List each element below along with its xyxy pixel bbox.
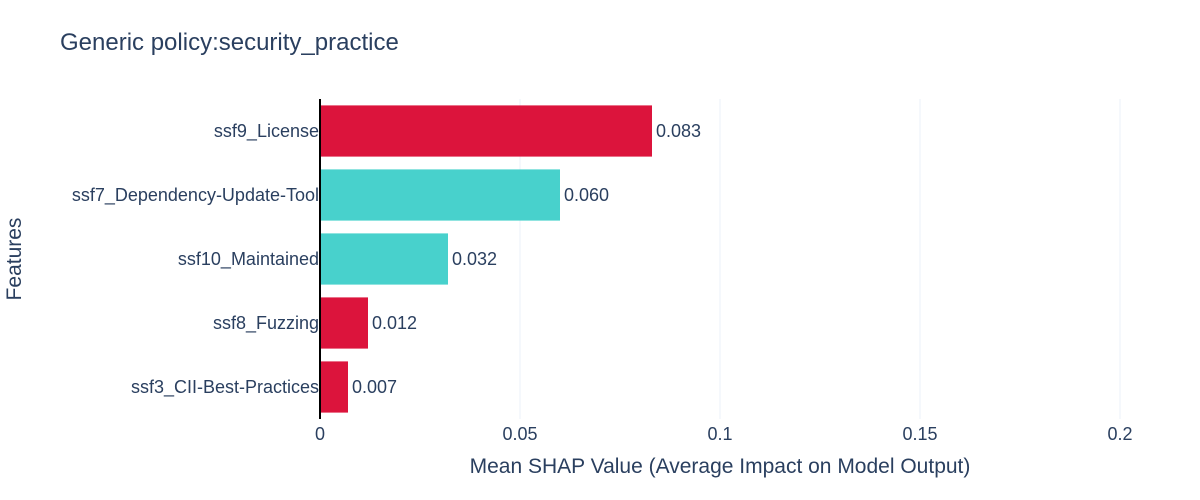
x-tick-label: 0.2 bbox=[1107, 424, 1132, 444]
x-tick-labels: 0 0.05 0.1 0.15 0.2 bbox=[315, 424, 1133, 444]
data-label: 0.012 bbox=[372, 313, 417, 333]
gridlines bbox=[519, 99, 1121, 419]
data-labels: 0.083 0.060 0.032 0.012 0.007 bbox=[352, 121, 701, 397]
bar-ssf9_License bbox=[320, 105, 652, 157]
x-tick-label: 0.05 bbox=[502, 424, 537, 444]
bar-ssf3_CII-Best-Practices bbox=[320, 361, 348, 413]
category-labels: ssf9_License ssf7_Dependency-Update-Tools… bbox=[72, 121, 319, 398]
data-label: 0.060 bbox=[564, 185, 609, 205]
bar-ssf10_Maintained bbox=[320, 233, 448, 285]
data-label: 0.032 bbox=[452, 249, 497, 269]
x-axis-title: Mean SHAP Value (Average Impact on Model… bbox=[470, 455, 971, 478]
category-label: ssf9_License bbox=[214, 121, 319, 142]
x-tick-label: 0 bbox=[315, 424, 325, 444]
category-label: ssf7_Dependency-Update-Tool bbox=[72, 185, 319, 206]
x-tick-label: 0.15 bbox=[902, 424, 937, 444]
chart-title: Generic policy:security_practice bbox=[60, 29, 399, 56]
category-label: ssf10_Maintained bbox=[178, 249, 319, 270]
y-axis-title: Features bbox=[3, 218, 26, 301]
category-label: ssf8_Fuzzing bbox=[213, 313, 319, 334]
category-label: ssf3_CII-Best-Practices bbox=[131, 377, 319, 398]
bar-ssf7_Dependency-Update-Tool bbox=[320, 169, 560, 221]
bar-ssf8_Fuzzing bbox=[320, 297, 368, 349]
data-label: 0.007 bbox=[352, 377, 397, 397]
x-tick-label: 0.1 bbox=[707, 424, 732, 444]
data-label: 0.083 bbox=[656, 121, 701, 141]
bars bbox=[320, 105, 652, 413]
